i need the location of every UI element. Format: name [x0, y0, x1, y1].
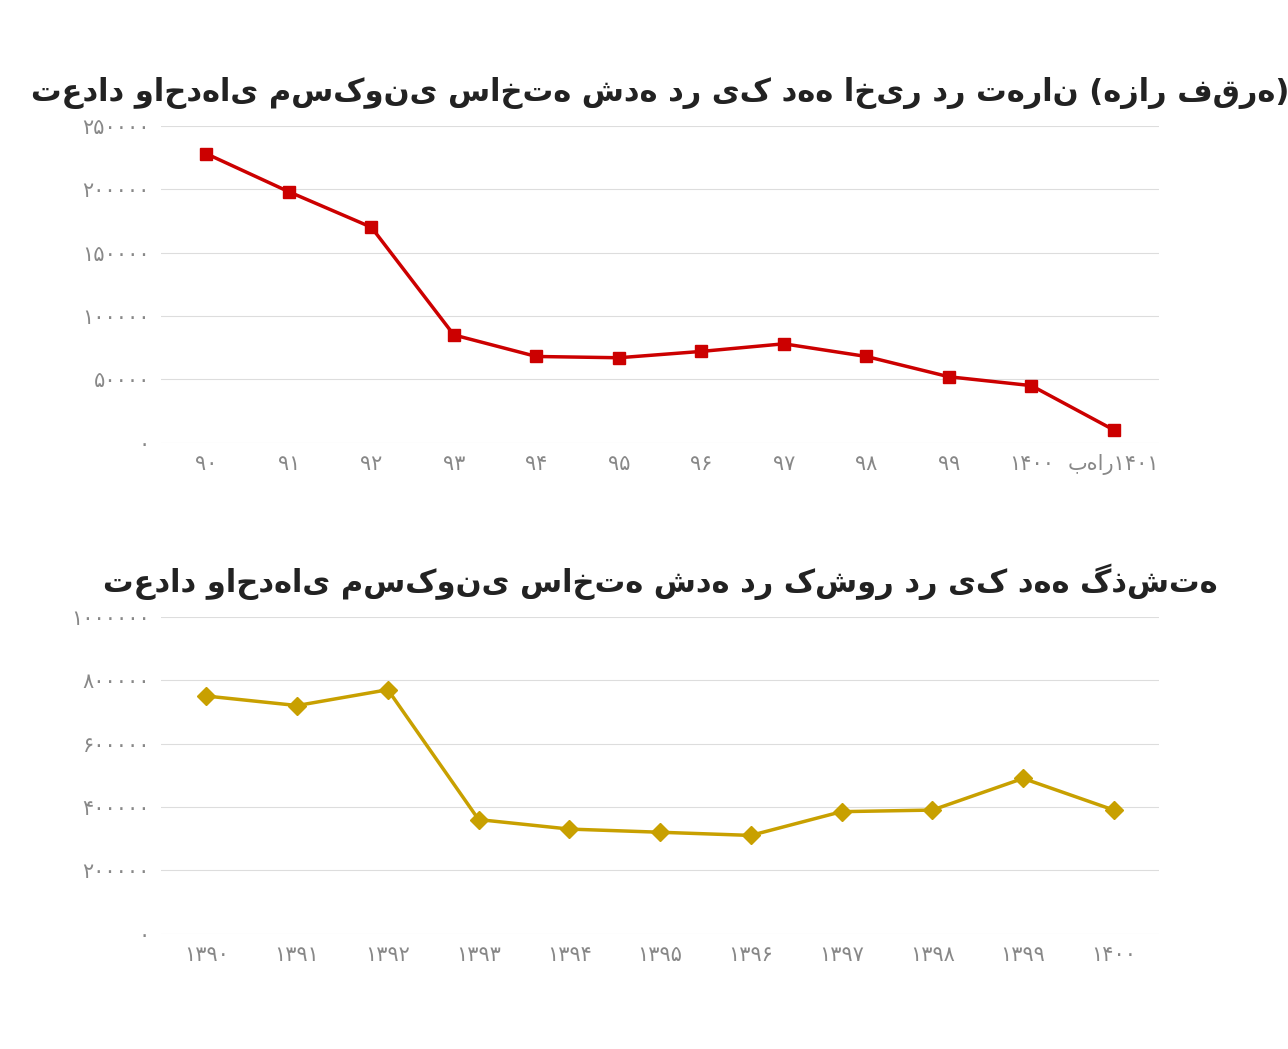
Title: تعداد واحدهای مسکونی ساخته شده در یک دهه اخیر در تهران (هزار فقره): تعداد واحدهای مسکونی ساخته شده در یک دهه… [31, 77, 1288, 109]
Title: تعداد واحدهای مسکونی ساخته شده در کشور در یک دهه گذشته: تعداد واحدهای مسکونی ساخته شده در کشور د… [103, 563, 1217, 600]
